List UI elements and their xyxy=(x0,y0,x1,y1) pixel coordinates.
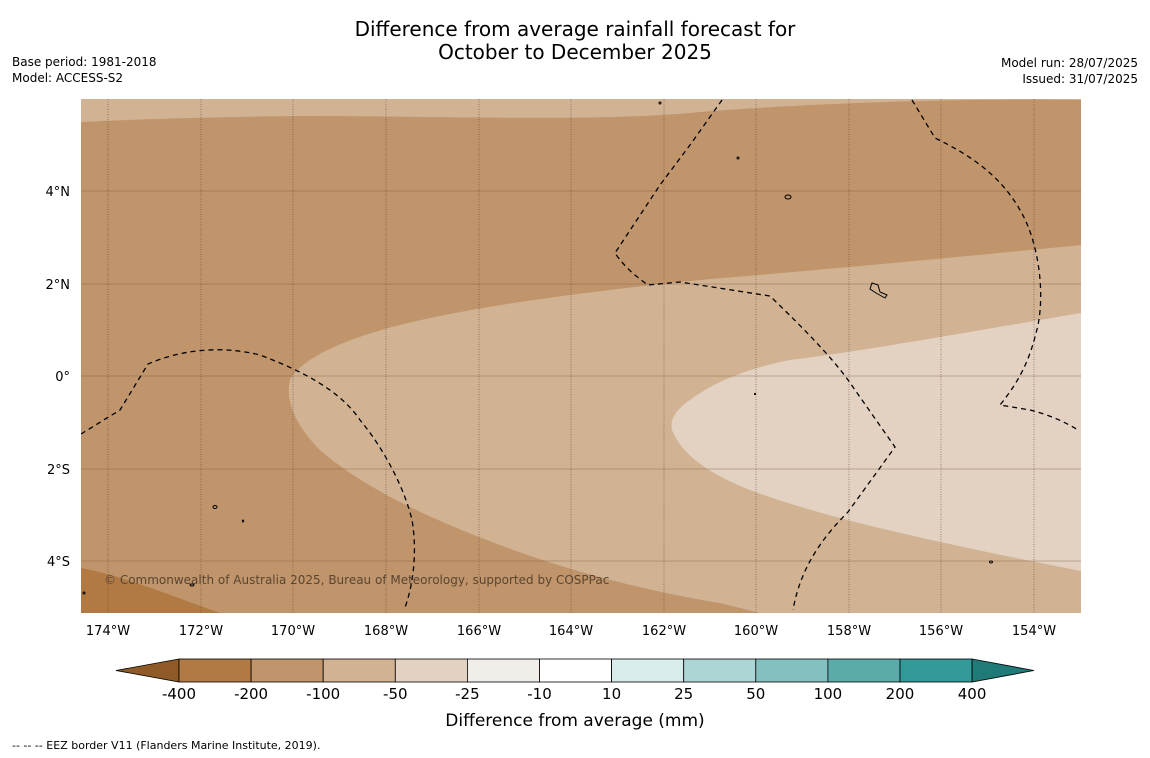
band-minus-50-top-strip xyxy=(81,99,1081,122)
islands xyxy=(82,101,993,595)
lon-tick-label: 162°W xyxy=(642,624,686,639)
colorbar-tick-label: -400 xyxy=(162,685,196,703)
colorbar-cell xyxy=(683,658,757,683)
colorbar-cell xyxy=(178,658,252,683)
colorbar-tick-label: -25 xyxy=(455,685,480,703)
map-title-line-1: Difference from average rainfall forecas… xyxy=(354,17,796,41)
island xyxy=(241,519,245,523)
lat-tick-label: 2°S xyxy=(47,463,70,478)
latitude-gridlines xyxy=(81,190,1081,562)
colorbar-extend-high xyxy=(971,658,1035,683)
lon-tick-label: 164°W xyxy=(549,624,593,639)
colorbar-cell xyxy=(611,658,685,683)
lon-tick-label: 170°W xyxy=(271,624,315,639)
model-run-label: Model run: 28/07/2025 xyxy=(1000,56,1138,70)
lon-tick-label: 154°W xyxy=(1012,624,1056,639)
map-copyright: © Commonwealth of Australia 2025, Bureau… xyxy=(104,573,609,587)
colorbar-extend-low xyxy=(115,658,180,683)
lon-tick-label: 166°W xyxy=(457,624,501,639)
eez-border-left xyxy=(81,349,416,611)
colorbar-cell xyxy=(250,658,324,683)
island xyxy=(189,583,195,587)
lon-tick-label: 156°W xyxy=(919,624,963,639)
lon-tick-label: 174°W xyxy=(86,624,130,639)
colorbar-tick-label: 50 xyxy=(746,685,765,703)
colorbar-tick-label: -200 xyxy=(234,685,268,703)
island xyxy=(212,505,218,509)
colorbar-tick-label: -10 xyxy=(527,685,552,703)
colorbar-label: Difference from average (mm) xyxy=(445,711,704,731)
colorbar-tick-label: 200 xyxy=(886,685,915,703)
colorbar-cell xyxy=(827,658,901,683)
lon-tick-label: 158°W xyxy=(827,624,871,639)
map-panel: © Commonwealth of Australia 2025, Bureau… xyxy=(81,99,1081,613)
colorbar-tick-labels: -400 -200 -100 -50 -25 -10 10 25 50 100 200 400 xyxy=(162,685,986,703)
meta-left: Base period: 1981-2018 Model: ACCESS-S2 xyxy=(12,54,157,86)
island xyxy=(869,282,888,299)
lon-tick-label: 160°W xyxy=(734,624,778,639)
colorbar: -400 -200 -100 -50 -25 -10 10 25 50 100 200 400 Dif… xyxy=(115,658,1035,731)
colorbar-tick-label: 100 xyxy=(814,685,843,703)
model-label: Model: ACCESS-S2 xyxy=(12,71,124,85)
lon-tick-label: 168°W xyxy=(364,624,408,639)
island xyxy=(658,101,662,105)
colorbar-tick-label: 25 xyxy=(674,685,693,703)
band-minus-200-region xyxy=(81,568,220,613)
eez-border-center xyxy=(614,99,896,611)
eez-footnote: -- -- -- EEZ border V11 (Flanders Marine… xyxy=(12,739,321,752)
island xyxy=(989,560,993,564)
map-title: Difference from average rainfall forecas… xyxy=(0,18,1150,64)
lat-tick-label: 2°N xyxy=(46,278,71,293)
colorbar-cells xyxy=(115,658,1035,683)
colorbar-cell xyxy=(394,658,468,683)
issued-label: Issued: 31/07/2025 xyxy=(1022,72,1138,86)
colorbar-tick-label: 10 xyxy=(602,685,621,703)
colorbar-cell xyxy=(539,658,612,683)
map-title-line-2: October to December 2025 xyxy=(438,40,712,64)
colorbar-cell xyxy=(466,658,540,683)
colorbar-cell xyxy=(322,658,396,683)
meta-right: Model run: 28/07/2025 Issued: 31/07/2025 xyxy=(1001,55,1138,87)
island xyxy=(82,591,86,595)
island xyxy=(753,392,757,396)
longitude-axis: 174°W 172°W 170°W 168°W 166°W 164°W 162°… xyxy=(86,624,1056,639)
island xyxy=(736,156,740,160)
lon-tick-label: 172°W xyxy=(179,624,223,639)
lat-tick-label: 4°S xyxy=(47,555,70,570)
lat-tick-label: 4°N xyxy=(46,185,71,200)
longitude-gridlines xyxy=(107,99,1035,613)
island xyxy=(784,194,792,200)
latitude-axis: 4°N 2°N 0° 2°S 4°S xyxy=(46,185,71,570)
colorbar-tick-label: -100 xyxy=(306,685,340,703)
colorbar-cell xyxy=(899,658,973,683)
eez-borders xyxy=(81,99,1079,611)
colorbar-tick-label: -50 xyxy=(383,685,408,703)
base-period-label: Base period: 1981-2018 xyxy=(12,55,157,69)
eez-border-right xyxy=(911,99,1079,431)
lat-tick-label: 0° xyxy=(55,370,70,385)
colorbar-cell xyxy=(755,658,829,683)
band-minus-25-region xyxy=(671,313,1081,571)
colorbar-tick-label: 400 xyxy=(958,685,987,703)
